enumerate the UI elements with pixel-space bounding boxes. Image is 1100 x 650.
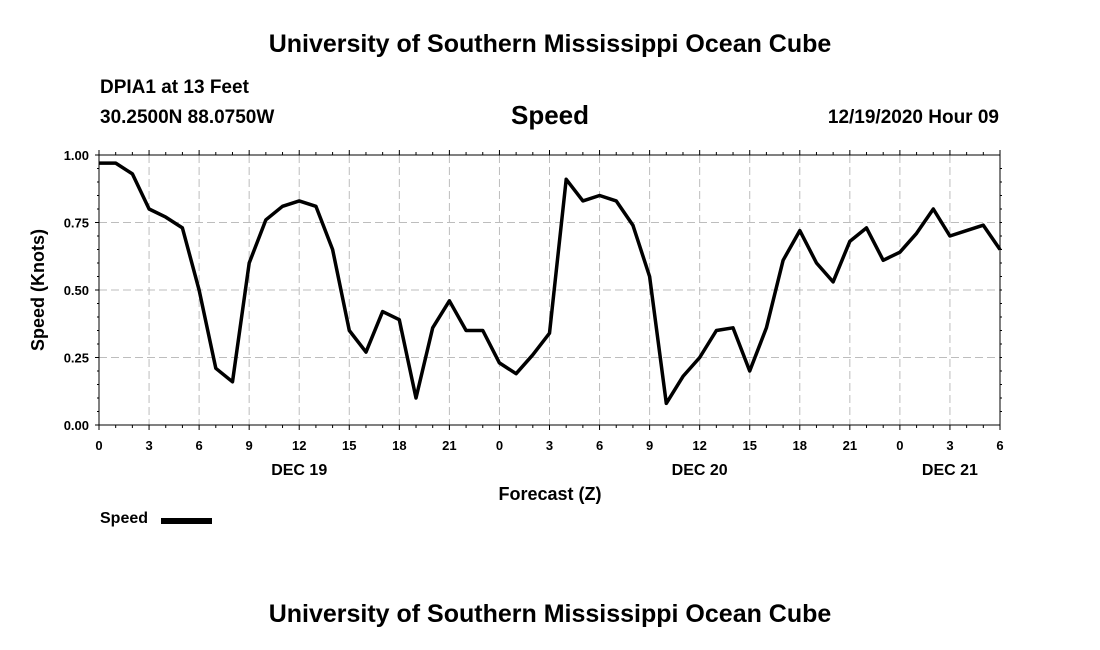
- x-tick-label: 0: [896, 438, 903, 453]
- x-tick-label: 3: [946, 438, 953, 453]
- x-axis-label: Forecast (Z): [498, 484, 601, 504]
- plot-frame: [98, 154, 1001, 426]
- y-tick-label: 0.25: [64, 351, 89, 366]
- day-label: DEC 21: [922, 462, 978, 479]
- y-tick-labels: 0.00 0.25 0.50 0.75 1.00: [64, 148, 89, 433]
- axes: [95, 150, 1002, 430]
- x-tick-label: 9: [246, 438, 253, 453]
- x-tick-label: 0: [496, 438, 503, 453]
- top-title: University of Southern Mississippi Ocean…: [268, 30, 832, 58]
- x-tick-label: 3: [145, 438, 152, 453]
- x-tick-label: 15: [742, 438, 756, 453]
- x-tick-label: 18: [392, 438, 406, 453]
- x-tick-label: 6: [596, 438, 603, 453]
- x-tick-label: 21: [843, 438, 857, 453]
- x-tick-labels: 0 3 6 9 12 15 18 21 0 3 6 9 12 15 18 21 0 3 6: [95, 438, 1003, 453]
- x-tick-label: 6: [195, 438, 202, 453]
- x-tick-label: 3: [546, 438, 553, 453]
- speed-series-line: [99, 161, 1002, 406]
- y-tick-label: 0.50: [64, 283, 89, 298]
- x-tick-label: 12: [292, 438, 306, 453]
- day-label: DEC 19: [271, 462, 327, 479]
- x-tick-label: 9: [646, 438, 653, 453]
- location-label: 30.2500N 88.0750W: [100, 107, 275, 128]
- x-tick-label: 0: [95, 438, 102, 453]
- x-tick-label: 18: [793, 438, 807, 453]
- bottom-title: University of Southern Mississippi Ocean…: [268, 600, 832, 628]
- day-labels: DEC 19 DEC 20 DEC 21: [271, 462, 978, 479]
- legend-swatch: [161, 518, 212, 524]
- y-tick-label: 0.00: [64, 418, 89, 433]
- y-tick-label: 0.75: [64, 216, 89, 231]
- legend-label: Speed: [100, 510, 149, 527]
- chart-title: Speed: [510, 100, 590, 130]
- day-label: DEC 20: [672, 462, 728, 479]
- y-tick-label: 1.00: [64, 148, 89, 163]
- timestamp-label: 12/19/2020 Hour 09: [827, 107, 999, 128]
- x-tick-label: 21: [442, 438, 456, 453]
- station-label: DPIA1 at 13 Feet: [100, 77, 249, 98]
- x-tick-label: 6: [996, 438, 1003, 453]
- x-tick-label: 15: [342, 438, 356, 453]
- grid-lines: [99, 155, 1000, 425]
- x-tick-label: 12: [692, 438, 706, 453]
- y-axis-label: Speed (Knots): [28, 229, 48, 351]
